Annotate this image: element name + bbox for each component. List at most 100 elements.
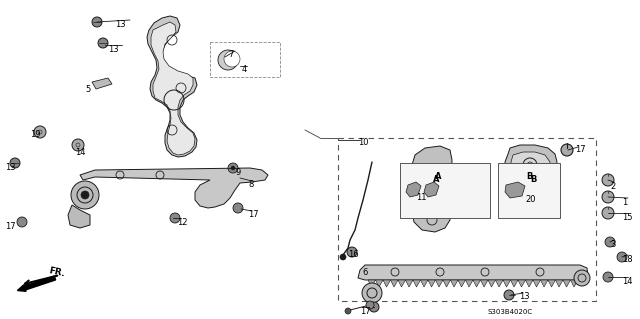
Circle shape	[362, 283, 382, 303]
Text: 4: 4	[242, 65, 247, 74]
Text: S303B4020C: S303B4020C	[487, 309, 532, 315]
Circle shape	[224, 51, 240, 67]
Polygon shape	[92, 78, 112, 89]
Polygon shape	[503, 280, 511, 287]
Polygon shape	[420, 280, 428, 287]
Polygon shape	[488, 280, 495, 287]
Polygon shape	[424, 182, 439, 197]
Bar	[210, 42, 280, 77]
Polygon shape	[525, 280, 533, 287]
Polygon shape	[473, 280, 481, 287]
Polygon shape	[465, 280, 473, 287]
Circle shape	[218, 50, 238, 70]
Polygon shape	[413, 280, 420, 287]
Polygon shape	[398, 280, 406, 287]
Polygon shape	[570, 280, 578, 287]
Circle shape	[92, 17, 102, 27]
Polygon shape	[443, 280, 451, 287]
Text: 13: 13	[115, 20, 125, 29]
Circle shape	[72, 139, 84, 151]
Polygon shape	[406, 280, 413, 287]
Text: 17: 17	[575, 145, 586, 154]
Circle shape	[504, 290, 514, 300]
Text: 17: 17	[5, 222, 15, 231]
Circle shape	[231, 166, 235, 170]
Text: 2: 2	[610, 182, 615, 191]
Text: 8: 8	[248, 180, 253, 189]
Text: B: B	[530, 175, 536, 184]
Polygon shape	[505, 145, 557, 185]
Polygon shape	[428, 280, 435, 287]
Text: 10: 10	[358, 138, 369, 147]
Polygon shape	[451, 280, 458, 287]
Text: 14: 14	[75, 148, 86, 157]
Polygon shape	[80, 168, 268, 208]
Polygon shape	[495, 280, 503, 287]
Polygon shape	[151, 22, 195, 155]
Circle shape	[603, 272, 613, 282]
Polygon shape	[147, 16, 197, 157]
Circle shape	[561, 144, 573, 156]
Polygon shape	[548, 280, 556, 287]
Polygon shape	[563, 280, 570, 287]
Polygon shape	[511, 152, 550, 178]
Text: 5: 5	[85, 85, 90, 94]
Circle shape	[233, 203, 243, 213]
Circle shape	[71, 181, 99, 209]
Text: A: A	[435, 172, 441, 181]
Circle shape	[347, 247, 357, 257]
Circle shape	[602, 207, 614, 219]
Polygon shape	[383, 280, 390, 287]
Circle shape	[340, 254, 346, 260]
Text: A: A	[433, 175, 439, 184]
Circle shape	[605, 237, 615, 247]
Text: 13: 13	[108, 45, 118, 54]
Text: 6: 6	[362, 268, 367, 277]
Bar	[338, 138, 596, 301]
Text: B: B	[526, 172, 532, 181]
Circle shape	[617, 252, 627, 262]
Circle shape	[228, 163, 238, 173]
Bar	[400, 163, 490, 218]
Text: 14: 14	[622, 277, 632, 286]
Text: 11: 11	[416, 193, 426, 202]
Polygon shape	[458, 280, 465, 287]
Circle shape	[34, 126, 46, 138]
Bar	[498, 163, 560, 218]
Polygon shape	[556, 280, 563, 287]
Text: 13: 13	[519, 292, 530, 301]
Circle shape	[574, 270, 590, 286]
Circle shape	[10, 158, 20, 168]
Polygon shape	[533, 280, 541, 287]
Polygon shape	[481, 280, 488, 287]
Polygon shape	[435, 280, 443, 287]
Polygon shape	[518, 280, 525, 287]
Circle shape	[98, 38, 108, 48]
Polygon shape	[406, 182, 421, 197]
Polygon shape	[505, 182, 525, 198]
Text: 13: 13	[5, 163, 15, 172]
Text: 15: 15	[622, 213, 632, 222]
Polygon shape	[358, 265, 588, 280]
Circle shape	[81, 191, 89, 199]
Text: 20: 20	[525, 195, 536, 204]
Polygon shape	[390, 280, 398, 287]
Text: 18: 18	[622, 255, 632, 264]
Circle shape	[602, 174, 614, 186]
Text: 17: 17	[248, 210, 259, 219]
FancyArrow shape	[17, 276, 56, 291]
Circle shape	[366, 301, 374, 309]
Text: 9: 9	[236, 168, 241, 177]
Polygon shape	[541, 280, 548, 287]
Text: 3: 3	[610, 240, 616, 249]
Polygon shape	[376, 280, 383, 287]
Text: FR.: FR.	[48, 266, 66, 278]
Text: 1: 1	[622, 198, 627, 207]
Polygon shape	[368, 280, 376, 287]
Text: 7: 7	[228, 50, 234, 59]
Circle shape	[602, 191, 614, 203]
Circle shape	[345, 308, 351, 314]
Circle shape	[369, 302, 379, 312]
Text: 12: 12	[177, 218, 188, 227]
Polygon shape	[412, 146, 452, 232]
